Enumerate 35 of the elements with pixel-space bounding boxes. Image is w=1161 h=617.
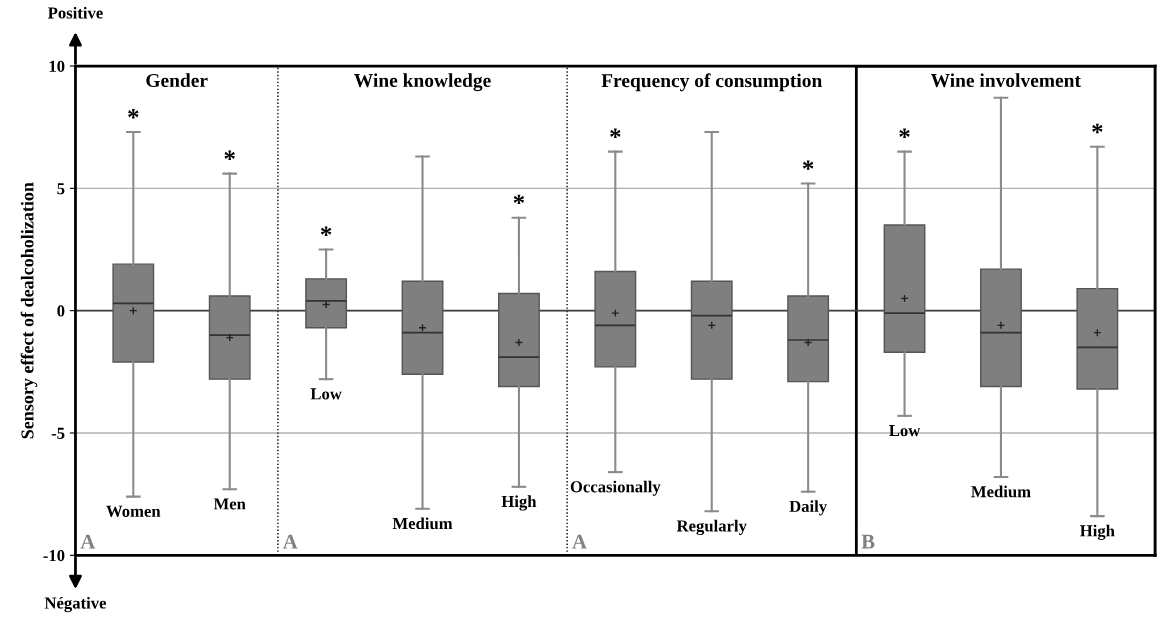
x-tick-label: Low [889,425,921,437]
annotation: A [572,534,587,549]
annotation: * [802,160,814,170]
x-tick-label: Daily [789,500,827,516]
annotation: * [610,128,621,139]
annotation: * [513,194,525,205]
annotation: * [899,128,910,139]
annotation: Gender [146,73,208,88]
x-tick-label: Occasionally [570,480,661,496]
annotation: * [128,109,139,119]
annotation: Wine involvement [930,73,1081,88]
annotation: A [282,534,298,549]
x-tick-label: Men [213,498,246,510]
text: Négative [44,596,107,613]
annotation: Frequency of consumption [601,73,822,92]
y-tick-label: -5 [51,427,65,439]
x-tick-label: Medium [971,485,1031,498]
x-tick-label: High [1080,524,1115,540]
y-tick-label: 10 [49,60,65,72]
x-tick-label: High [501,495,537,511]
x-tick-label: Women [106,505,161,517]
annotation: * [1092,123,1103,134]
annotation: A [80,534,96,549]
x-tick-label: Low [310,388,342,400]
x-tick-label: Medium [392,517,453,530]
y-tick-label: 0 [57,305,65,317]
annotation: * [224,150,235,161]
x-tick-label: Regularly [676,519,747,536]
annotation: B [861,534,875,549]
annotation: Wine knowledge [354,73,491,92]
y-tick-label: -10 [43,550,65,562]
y-tick-label: 5 [57,183,65,195]
y-axis-title: Sensory effect of dealcoholization [20,182,38,439]
text: Positive [47,6,103,19]
annotation: * [320,226,332,236]
